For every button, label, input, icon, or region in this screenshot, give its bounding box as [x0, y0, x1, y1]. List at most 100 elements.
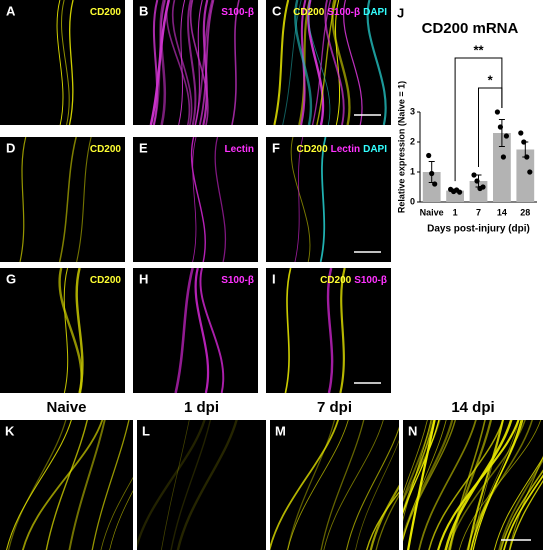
strand [366, 491, 399, 550]
strand [58, 137, 77, 262]
channel-name: S100-β [221, 7, 254, 18]
strand [159, 0, 167, 125]
channel-name: CD200 [297, 144, 329, 155]
data-point [518, 130, 524, 136]
strand [198, 0, 215, 125]
data-point [457, 189, 463, 195]
data-point [474, 178, 480, 184]
strand [194, 268, 210, 393]
channel-name: Lectin [331, 144, 360, 155]
channel-name: DAPI [363, 7, 387, 18]
data-point [429, 170, 435, 177]
micrograph-content [149, 0, 240, 125]
data-point [497, 124, 503, 130]
strand [284, 268, 292, 393]
panel-letter: L [142, 423, 150, 438]
micrograph [0, 420, 133, 550]
channel-name: S100-β [221, 275, 254, 286]
strand [366, 0, 387, 125]
strand [100, 476, 133, 550]
channel-label: CD200 [90, 144, 122, 155]
channel-name: CD200 [90, 7, 122, 18]
strand [187, 0, 197, 125]
micrograph-content [19, 137, 92, 262]
micrograph-content [290, 137, 327, 262]
channel-name: CD200 [90, 275, 122, 286]
channel-name: S100-β [327, 7, 360, 18]
x-tick-label: 14 [497, 207, 507, 217]
micrograph-content [58, 268, 84, 393]
strand [428, 420, 504, 550]
strand [294, 0, 313, 125]
strand [152, 0, 159, 125]
strand [45, 420, 88, 550]
data-point [471, 172, 477, 178]
panel-title: 7 dpi [317, 399, 352, 416]
strand [355, 439, 399, 550]
strand [282, 0, 302, 125]
strand [458, 420, 542, 550]
strand [166, 0, 191, 125]
panel-letter: E [139, 140, 148, 155]
strand [214, 137, 227, 262]
strand [311, 0, 332, 125]
panel-letter: C [272, 3, 282, 18]
strand [176, 420, 238, 550]
strand [403, 420, 433, 502]
strand [273, 0, 290, 125]
micrograph-content [273, 0, 387, 125]
strand [68, 420, 106, 550]
micrograph [0, 137, 125, 262]
strand [470, 420, 524, 550]
y-tick-label: 3 [410, 106, 415, 116]
strand [190, 137, 206, 262]
channel-name: CD200 [320, 275, 352, 286]
channel-name: Lectin [225, 144, 254, 155]
micrograph [0, 268, 125, 393]
panel-title: 1 dpi [184, 399, 219, 416]
x-tick-label: 28 [520, 207, 530, 217]
data-point [503, 133, 509, 139]
panel-title: 14 dpi [451, 399, 494, 416]
strand [339, 268, 346, 393]
strand [6, 420, 72, 550]
micrograph-content [6, 420, 133, 550]
strand [326, 268, 334, 393]
micrograph-content [56, 0, 74, 125]
strand [56, 0, 64, 125]
strand [294, 137, 304, 262]
micrograph [266, 137, 391, 262]
strand [298, 0, 311, 125]
strand [493, 456, 543, 550]
micrograph [137, 420, 266, 550]
strand [290, 137, 311, 262]
micrograph-content [403, 420, 543, 550]
strand [375, 494, 399, 550]
strand [192, 137, 197, 262]
strand [323, 420, 384, 550]
micrograph [270, 420, 399, 550]
strand [172, 0, 193, 125]
chart-title: CD200 mRNA [422, 20, 519, 37]
x-axis-label: Days post-injury (dpi) [427, 224, 530, 235]
y-tick-label: 1 [410, 166, 415, 176]
strand [418, 420, 477, 550]
panel-letter: H [139, 271, 148, 286]
channel-label: CD200 [90, 275, 122, 286]
data-point [527, 169, 533, 175]
strand [403, 420, 432, 522]
strand [444, 420, 513, 550]
y-tick-label: 2 [410, 136, 415, 146]
data-point [524, 154, 530, 160]
x-tick-label: 7 [476, 207, 481, 217]
panel-title: Naive [46, 399, 86, 416]
strand [170, 420, 212, 550]
strand [403, 420, 457, 542]
y-axis-label: Relative expression (Naive = 1) [396, 81, 406, 213]
strand [403, 420, 440, 515]
strand [8, 420, 67, 550]
strand [320, 420, 365, 550]
channel-label: CD200 S100-β [320, 275, 387, 286]
panel-letter: G [6, 271, 16, 286]
panel-letter: N [408, 423, 417, 438]
